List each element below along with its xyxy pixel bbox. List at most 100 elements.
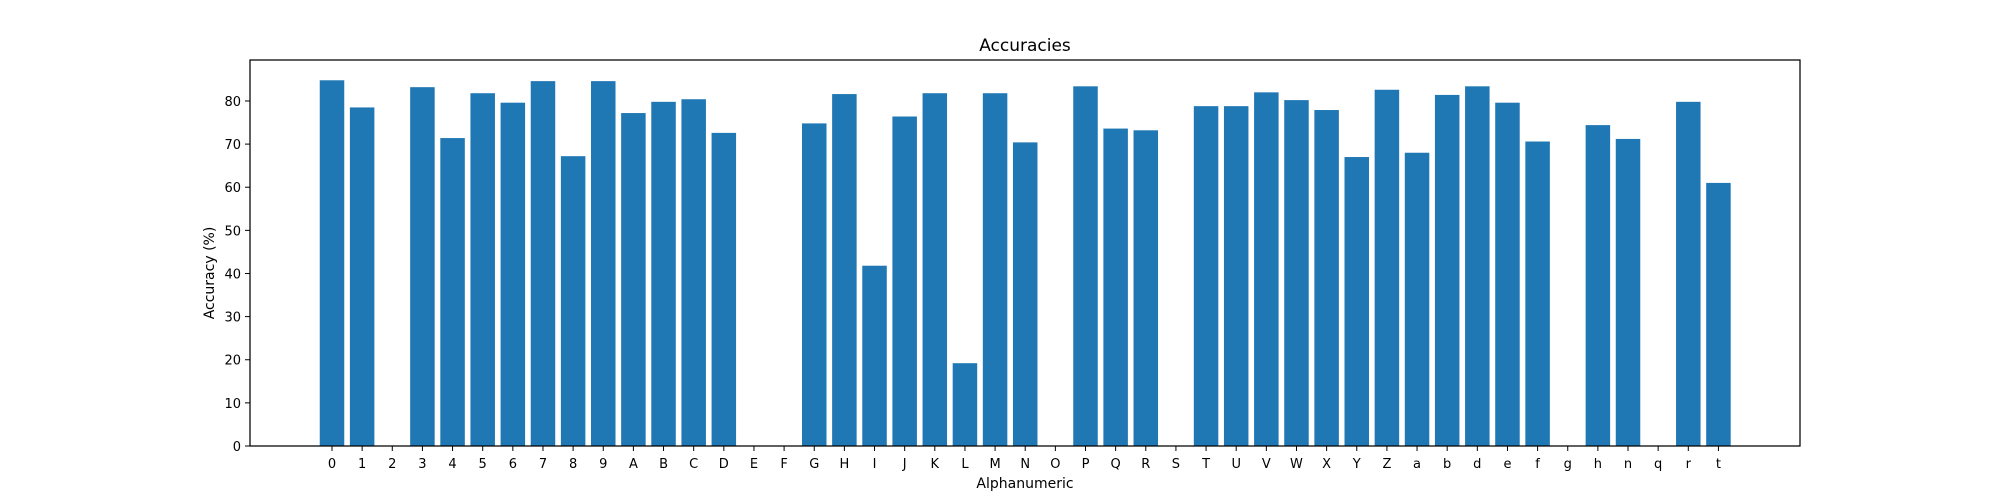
x-tick-label: a: [1413, 457, 1421, 472]
x-tick-label: D: [719, 457, 729, 472]
x-tick-label: Q: [1111, 457, 1121, 472]
x-tick-label: b: [1443, 457, 1451, 472]
bar-1: [349, 107, 375, 446]
plot-frame: [249, 59, 1801, 447]
x-tick-label: W: [1290, 457, 1303, 472]
x-tick-label: R: [1141, 457, 1150, 472]
bar-T: [1193, 106, 1219, 447]
x-tick-label: I: [873, 457, 877, 472]
bar-A: [621, 113, 646, 447]
bar-M: [982, 93, 1008, 447]
x-tick-label: Y: [1352, 457, 1361, 472]
bar-K: [922, 93, 948, 447]
bar-4: [440, 138, 465, 446]
y-tick-label: 10: [224, 397, 241, 412]
bar-Z: [1374, 89, 1400, 446]
bar-f: [1525, 141, 1550, 446]
x-tick-label: H: [839, 457, 849, 472]
x-tick-label: h: [1594, 457, 1602, 472]
bar-0: [319, 80, 345, 447]
bar-V: [1254, 92, 1279, 446]
bar-b: [1434, 94, 1460, 447]
x-tick-label: 3: [418, 457, 426, 472]
x-tick-label: f: [1535, 457, 1540, 472]
bar-D: [711, 132, 737, 446]
bar-t: [1706, 182, 1731, 447]
bar-W: [1284, 100, 1309, 447]
y-axis-ticks: 0 10 20 30 40 50 60 70 80: [224, 95, 250, 455]
x-tick-label: L: [961, 457, 969, 472]
bar-n: [1615, 138, 1641, 446]
y-tick-label: 70: [224, 138, 241, 153]
y-tick-label: 60: [224, 181, 241, 196]
x-tick-label: M: [989, 457, 1000, 472]
x-tick-label: G: [809, 457, 819, 472]
chart-title: Accuracies: [979, 36, 1071, 56]
bar-e: [1495, 102, 1520, 446]
x-tick-label: U: [1231, 457, 1241, 472]
x-tick-label: 1: [358, 457, 366, 472]
bar-d: [1465, 86, 1490, 446]
x-tick-label: O: [1050, 457, 1060, 472]
x-tick-label: 2: [388, 457, 396, 472]
x-tick-label: T: [1201, 457, 1210, 472]
x-tick-label: t: [1716, 457, 1721, 472]
x-tick-label: r: [1686, 457, 1692, 472]
x-tick-label: d: [1473, 457, 1481, 472]
y-tick-label: 20: [224, 354, 241, 369]
x-tick-label: A: [629, 457, 638, 472]
bar-Y: [1344, 157, 1370, 447]
y-tick-label: 50: [224, 224, 241, 239]
x-tick-label: 8: [569, 457, 577, 472]
bar-Q: [1103, 128, 1128, 446]
x-tick-label: J: [902, 457, 907, 472]
x-tick-label: 7: [539, 457, 547, 472]
x-tick-label: g: [1564, 457, 1572, 472]
x-tick-label: q: [1654, 457, 1662, 472]
x-tick-label: 0: [328, 457, 336, 472]
bar-r: [1676, 101, 1701, 446]
y-tick-label: 40: [224, 267, 241, 282]
bar-X: [1314, 110, 1339, 446]
bar-6: [500, 102, 526, 446]
x-tick-label: K: [931, 457, 940, 472]
x-tick-label: F: [780, 457, 787, 472]
x-tick-label: S: [1172, 457, 1180, 472]
x-tick-label: E: [750, 457, 758, 472]
x-tick-label: P: [1082, 457, 1090, 472]
x-tick-label: n: [1624, 457, 1632, 472]
bar-a: [1404, 152, 1430, 447]
x-tick-label: X: [1322, 457, 1331, 472]
x-tick-label: e: [1503, 457, 1511, 472]
x-tick-label: 5: [479, 457, 487, 472]
x-axis-label: Alphanumeric: [976, 476, 1073, 492]
x-tick-label: C: [689, 457, 698, 472]
bar-9: [591, 81, 616, 446]
y-tick-label: 80: [224, 95, 241, 110]
bar-3: [410, 87, 435, 447]
bar-N: [1012, 142, 1038, 446]
bar-I: [862, 265, 887, 446]
bar-7: [530, 81, 556, 446]
y-tick-label: 30: [224, 311, 241, 326]
bar-P: [1073, 86, 1098, 446]
x-tick-label: V: [1262, 457, 1271, 472]
bars-layer: [319, 80, 1731, 447]
bar-J: [892, 116, 917, 446]
bar-R: [1133, 130, 1159, 447]
x-tick-label: 4: [448, 457, 456, 472]
x-tick-label: B: [659, 457, 668, 472]
bar-5: [470, 93, 495, 447]
bar-B: [651, 101, 676, 446]
bar-U: [1223, 106, 1249, 447]
y-axis-label: Accuracy (%): [202, 227, 218, 320]
bar-8: [560, 156, 586, 446]
x-tick-label: 6: [509, 457, 517, 472]
bar-C: [681, 99, 706, 446]
x-tick-label: 9: [599, 457, 607, 472]
x-tick-label: Z: [1382, 457, 1391, 472]
bar-H: [832, 94, 857, 446]
